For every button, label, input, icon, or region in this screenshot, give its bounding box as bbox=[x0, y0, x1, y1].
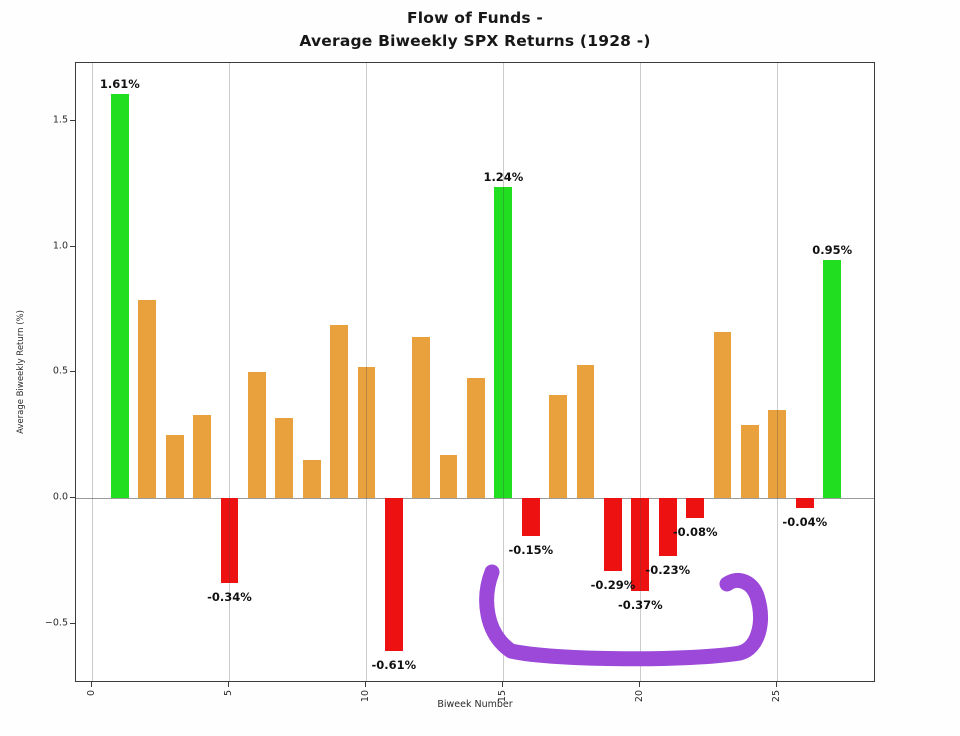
bar-value-label-biweek-21: -0.23% bbox=[645, 562, 691, 577]
bar-biweek-19 bbox=[604, 498, 622, 571]
y-tick-label-0.0: 0.0 bbox=[52, 491, 68, 503]
bar-value-label-biweek-26: -0.04% bbox=[782, 515, 828, 530]
gridline-x-20 bbox=[640, 63, 642, 681]
bar-biweek-24 bbox=[741, 425, 759, 498]
x-tick-mark bbox=[228, 682, 230, 687]
bar-biweek-16 bbox=[521, 498, 540, 536]
y-tick-mark bbox=[70, 497, 75, 498]
bar-value-label-biweek-5: -0.34% bbox=[207, 590, 252, 605]
gridline-x-25 bbox=[777, 63, 779, 681]
bar-biweek-15 bbox=[494, 186, 513, 498]
bar-value-label-biweek-19: -0.29% bbox=[590, 577, 636, 592]
x-tick-mark bbox=[776, 682, 778, 687]
chart-title-line1: Flow of Funds - bbox=[406, 9, 544, 27]
bar-biweek-14 bbox=[467, 377, 485, 498]
bar-biweek-9 bbox=[330, 324, 348, 498]
x-axis-label: Biweek Number bbox=[437, 699, 513, 710]
gridline-x-15 bbox=[503, 63, 505, 681]
y-tick-label-1.5: 1.5 bbox=[52, 114, 68, 126]
bar-value-label-biweek-15: 1.24% bbox=[483, 169, 524, 184]
y-tick-mark bbox=[70, 120, 75, 122]
y-tick-mark bbox=[70, 622, 75, 624]
bar-biweek-10 bbox=[357, 367, 376, 498]
bar-value-label-biweek-11: -0.61% bbox=[371, 658, 417, 673]
bar-biweek-3 bbox=[165, 435, 184, 498]
bar-biweek-17 bbox=[549, 395, 568, 498]
x-tick-label-5: 5 bbox=[223, 690, 235, 697]
gridline-x-5 bbox=[229, 63, 231, 681]
y-tick-mark bbox=[70, 245, 75, 247]
bar-biweek-6 bbox=[247, 372, 266, 498]
x-tick-mark bbox=[365, 682, 367, 687]
y-tick-label-−0.5: −0.5 bbox=[44, 617, 68, 628]
bar-biweek-11 bbox=[384, 498, 403, 652]
bar-biweek-26 bbox=[795, 498, 814, 509]
bar-biweek-5 bbox=[220, 498, 239, 584]
bar-value-label-biweek-1: 1.61% bbox=[99, 76, 140, 91]
gridline-x-10 bbox=[366, 63, 368, 681]
bar-biweek-4 bbox=[193, 415, 211, 498]
zero-gridline bbox=[76, 498, 874, 499]
bar-biweek-13 bbox=[439, 455, 458, 498]
bar-biweek-12 bbox=[412, 337, 431, 498]
plot-area: 1.61% -0.34% -0.61% 1.24% -0.15% -0.29% -0.37%… bbox=[75, 62, 875, 682]
bar-biweek-2 bbox=[138, 299, 157, 498]
gridline-x-0 bbox=[92, 63, 94, 681]
bar-biweek-27 bbox=[823, 259, 842, 498]
y-tick-label-0.5: 0.5 bbox=[52, 365, 68, 377]
bar-biweek-21 bbox=[658, 498, 677, 556]
bar-value-label-biweek-22: -0.08% bbox=[672, 525, 718, 540]
bar-biweek-8 bbox=[302, 460, 321, 498]
x-tick-label-0: 0 bbox=[86, 690, 98, 697]
bar-biweek-1 bbox=[110, 93, 129, 498]
bar-value-label-biweek-20: -0.37% bbox=[618, 597, 663, 612]
y-axis-label: Average Biweekly Return (%) bbox=[16, 310, 26, 434]
x-tick-mark bbox=[639, 682, 641, 687]
chart-title: Flow of Funds - Average Biweekly SPX Ret… bbox=[75, 7, 875, 53]
bar-value-label-biweek-16: -0.15% bbox=[508, 542, 554, 557]
bar-biweek-22 bbox=[686, 498, 705, 519]
chart-title-line2: Average Biweekly SPX Returns (1928 -) bbox=[299, 32, 651, 50]
x-tick-mark bbox=[502, 682, 504, 687]
bar-biweek-25 bbox=[768, 410, 787, 498]
bar-biweek-23 bbox=[713, 332, 732, 498]
bar-biweek-18 bbox=[576, 364, 595, 498]
x-tick-mark bbox=[91, 682, 93, 687]
bar-biweek-7 bbox=[275, 417, 294, 498]
y-tick-label-1.0: 1.0 bbox=[52, 240, 68, 252]
bar-value-label-biweek-27: 0.95% bbox=[812, 242, 853, 257]
y-tick-mark bbox=[70, 371, 75, 373]
